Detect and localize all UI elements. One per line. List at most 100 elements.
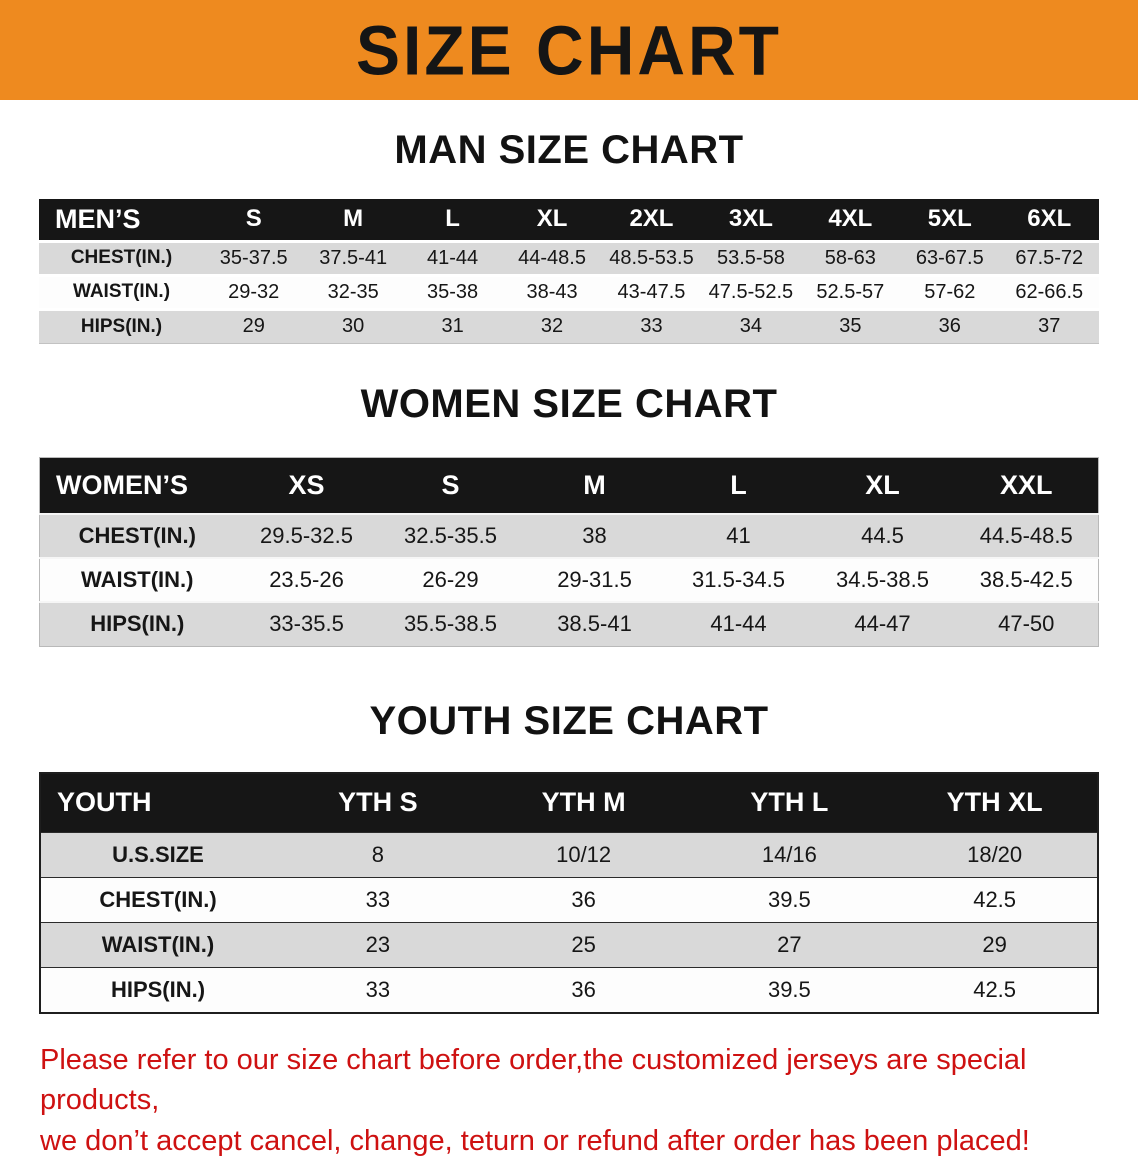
youth-section-heading: YOUTH SIZE CHART bbox=[0, 699, 1138, 744]
size-header-cell: L bbox=[667, 457, 811, 514]
value-cell: 33 bbox=[275, 878, 481, 923]
size-header-cell: YTH S bbox=[275, 773, 481, 833]
value-cell: 31.5-34.5 bbox=[667, 558, 811, 602]
value-cell: 37.5-41 bbox=[303, 241, 402, 275]
value-cell: 39.5 bbox=[687, 968, 893, 1013]
value-cell: 14/16 bbox=[687, 833, 893, 878]
size-header-cell: YTH L bbox=[687, 773, 893, 833]
value-cell: 33-35.5 bbox=[235, 602, 379, 646]
value-cell: 29.5-32.5 bbox=[235, 514, 379, 558]
value-cell: 62-66.5 bbox=[1000, 275, 1100, 309]
value-cell: 25 bbox=[481, 923, 687, 968]
value-cell: 32 bbox=[502, 309, 601, 343]
footer-note-line-1: Please refer to our size chart before or… bbox=[40, 1040, 1094, 1121]
value-cell: 48.5-53.5 bbox=[602, 241, 701, 275]
row-label-cell: HIPS(IN.) bbox=[39, 309, 204, 343]
value-cell: 47-50 bbox=[955, 602, 1099, 646]
size-header-cell: 5XL bbox=[900, 199, 999, 241]
value-cell: 44-48.5 bbox=[502, 241, 601, 275]
size-header-cell: M bbox=[303, 199, 402, 241]
value-cell: 35-38 bbox=[403, 275, 502, 309]
row-label-cell: CHEST(IN.) bbox=[39, 241, 204, 275]
value-cell: 52.5-57 bbox=[801, 275, 900, 309]
value-cell: 27 bbox=[687, 923, 893, 968]
row-label-cell: HIPS(IN.) bbox=[40, 602, 235, 646]
value-cell: 47.5-52.5 bbox=[701, 275, 800, 309]
size-header-cell: YTH M bbox=[481, 773, 687, 833]
value-cell: 35 bbox=[801, 309, 900, 343]
size-header-cell: 2XL bbox=[602, 199, 701, 241]
value-cell: 32.5-35.5 bbox=[379, 514, 523, 558]
row-label-cell: CHEST(IN.) bbox=[40, 878, 275, 923]
value-cell: 31 bbox=[403, 309, 502, 343]
value-cell: 36 bbox=[481, 878, 687, 923]
value-cell: 38.5-42.5 bbox=[955, 558, 1099, 602]
size-header-cell: XXL bbox=[955, 457, 1099, 514]
value-cell: 53.5-58 bbox=[701, 241, 800, 275]
page-title: SIZE CHART bbox=[356, 10, 782, 91]
table-title-cell: MEN’S bbox=[39, 199, 204, 241]
value-cell: 29-32 bbox=[204, 275, 303, 309]
size-header-cell: 6XL bbox=[1000, 199, 1100, 241]
value-cell: 35.5-38.5 bbox=[379, 602, 523, 646]
value-cell: 8 bbox=[275, 833, 481, 878]
value-cell: 32-35 bbox=[303, 275, 402, 309]
value-cell: 36 bbox=[900, 309, 999, 343]
value-cell: 67.5-72 bbox=[1000, 241, 1100, 275]
value-cell: 39.5 bbox=[687, 878, 893, 923]
size-header-cell: 4XL bbox=[801, 199, 900, 241]
table-title-cell: YOUTH bbox=[40, 773, 275, 833]
value-cell: 41-44 bbox=[403, 241, 502, 275]
value-cell: 44-47 bbox=[811, 602, 955, 646]
value-cell: 29-31.5 bbox=[523, 558, 667, 602]
size-header-cell: XL bbox=[502, 199, 601, 241]
value-cell: 35-37.5 bbox=[204, 241, 303, 275]
value-cell: 38.5-41 bbox=[523, 602, 667, 646]
value-cell: 57-62 bbox=[900, 275, 999, 309]
men-section-heading: MAN SIZE CHART bbox=[0, 128, 1138, 173]
footer-note: Please refer to our size chart before or… bbox=[40, 1040, 1094, 1161]
value-cell: 41 bbox=[667, 514, 811, 558]
value-cell: 10/12 bbox=[481, 833, 687, 878]
size-header-cell: YTH XL bbox=[892, 773, 1098, 833]
value-cell: 37 bbox=[1000, 309, 1100, 343]
value-cell: 44.5-48.5 bbox=[955, 514, 1099, 558]
value-cell: 34 bbox=[701, 309, 800, 343]
size-header-cell: 3XL bbox=[701, 199, 800, 241]
size-header-cell: M bbox=[523, 457, 667, 514]
size-header-cell: S bbox=[379, 457, 523, 514]
banner: SIZE CHART bbox=[0, 0, 1138, 100]
row-label-cell: WAIST(IN.) bbox=[40, 923, 275, 968]
value-cell: 33 bbox=[602, 309, 701, 343]
value-cell: 33 bbox=[275, 968, 481, 1013]
size-header-cell: XS bbox=[235, 457, 379, 514]
row-label-cell: CHEST(IN.) bbox=[40, 514, 235, 558]
value-cell: 29 bbox=[892, 923, 1098, 968]
size-header-cell: S bbox=[204, 199, 303, 241]
size-header-cell: XL bbox=[811, 457, 955, 514]
value-cell: 18/20 bbox=[892, 833, 1098, 878]
value-cell: 23 bbox=[275, 923, 481, 968]
value-cell: 43-47.5 bbox=[602, 275, 701, 309]
row-label-cell: WAIST(IN.) bbox=[40, 558, 235, 602]
value-cell: 41-44 bbox=[667, 602, 811, 646]
size-header-cell: L bbox=[403, 199, 502, 241]
value-cell: 42.5 bbox=[892, 968, 1098, 1013]
